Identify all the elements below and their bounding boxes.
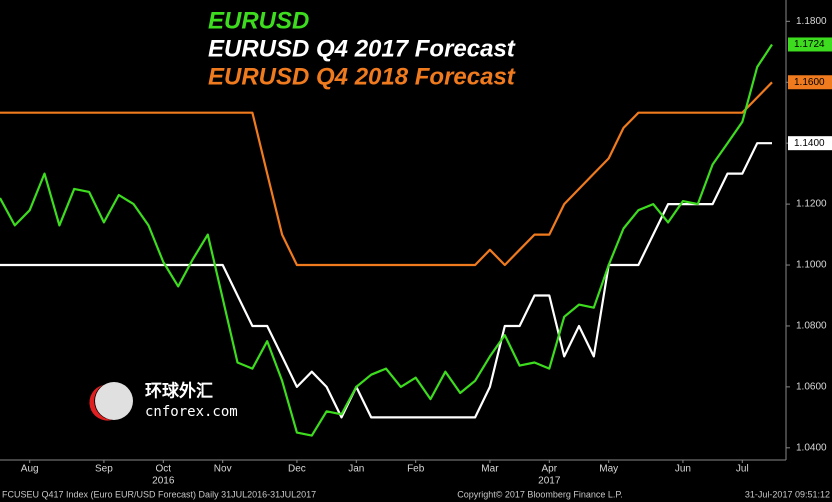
- value-label-box: [788, 75, 832, 90]
- watermark-logo-arc: [89, 385, 112, 421]
- x-tick-label: Dec: [288, 464, 306, 475]
- watermark-en: cnforex.com: [145, 404, 238, 420]
- footer-bar: [0, 487, 832, 502]
- value-label: 1.1724: [794, 39, 825, 50]
- legend-entry: EURUSD Q4 2018 Forecast: [208, 63, 516, 90]
- x-tick-label: Aug: [21, 464, 39, 475]
- x-tick-label: Feb: [407, 464, 425, 475]
- value-label-box: [788, 37, 832, 52]
- y-tick-label: 1.1200: [796, 199, 827, 210]
- watermark-cn: 环球外汇: [145, 380, 213, 400]
- x-tick-label: Oct: [156, 464, 172, 475]
- x-tick-label: Sep: [95, 464, 113, 475]
- series-line: [0, 142, 772, 419]
- y-tick-label: 1.0600: [796, 382, 827, 393]
- legend-entry: EURUSD Q4 2017 Forecast: [208, 35, 516, 62]
- value-label-box: [788, 136, 832, 151]
- x-tick-label: Nov: [214, 464, 232, 475]
- x-tick-label: May: [599, 464, 618, 475]
- series-line: [0, 81, 773, 267]
- value-label: 1.1600: [794, 77, 825, 88]
- x-tick-label: Jan: [348, 464, 364, 475]
- watermark: 环球外汇 cnforex.com: [89, 380, 238, 421]
- x-tick-label: Jun: [675, 464, 691, 475]
- y-tick-label: 1.1800: [796, 16, 827, 27]
- watermark-logo: [95, 382, 133, 420]
- y-tick-label: 1.1000: [796, 260, 827, 271]
- y-tick-label: 1.0800: [796, 321, 827, 332]
- legend-entry: EURUSD: [208, 7, 309, 34]
- x-tick-label: Jul: [736, 464, 749, 475]
- y-tick-label: 1.0400: [796, 442, 827, 453]
- x-tick-label: Mar: [481, 464, 499, 475]
- value-label: 1.1400: [794, 138, 825, 149]
- footer-right: 31-Jul-2017 09:51:12: [745, 489, 830, 499]
- x-year-label: 2016: [152, 476, 175, 487]
- series-line: [0, 43, 773, 437]
- footer-center: Copyright© 2017 Bloomberg Finance L.P.: [457, 489, 623, 499]
- x-tick-label: Apr: [542, 464, 558, 475]
- x-year-label: 2017: [538, 476, 561, 487]
- footer-left: FCUSEU Q417 Index (Euro EUR/USD Forecast…: [2, 489, 316, 499]
